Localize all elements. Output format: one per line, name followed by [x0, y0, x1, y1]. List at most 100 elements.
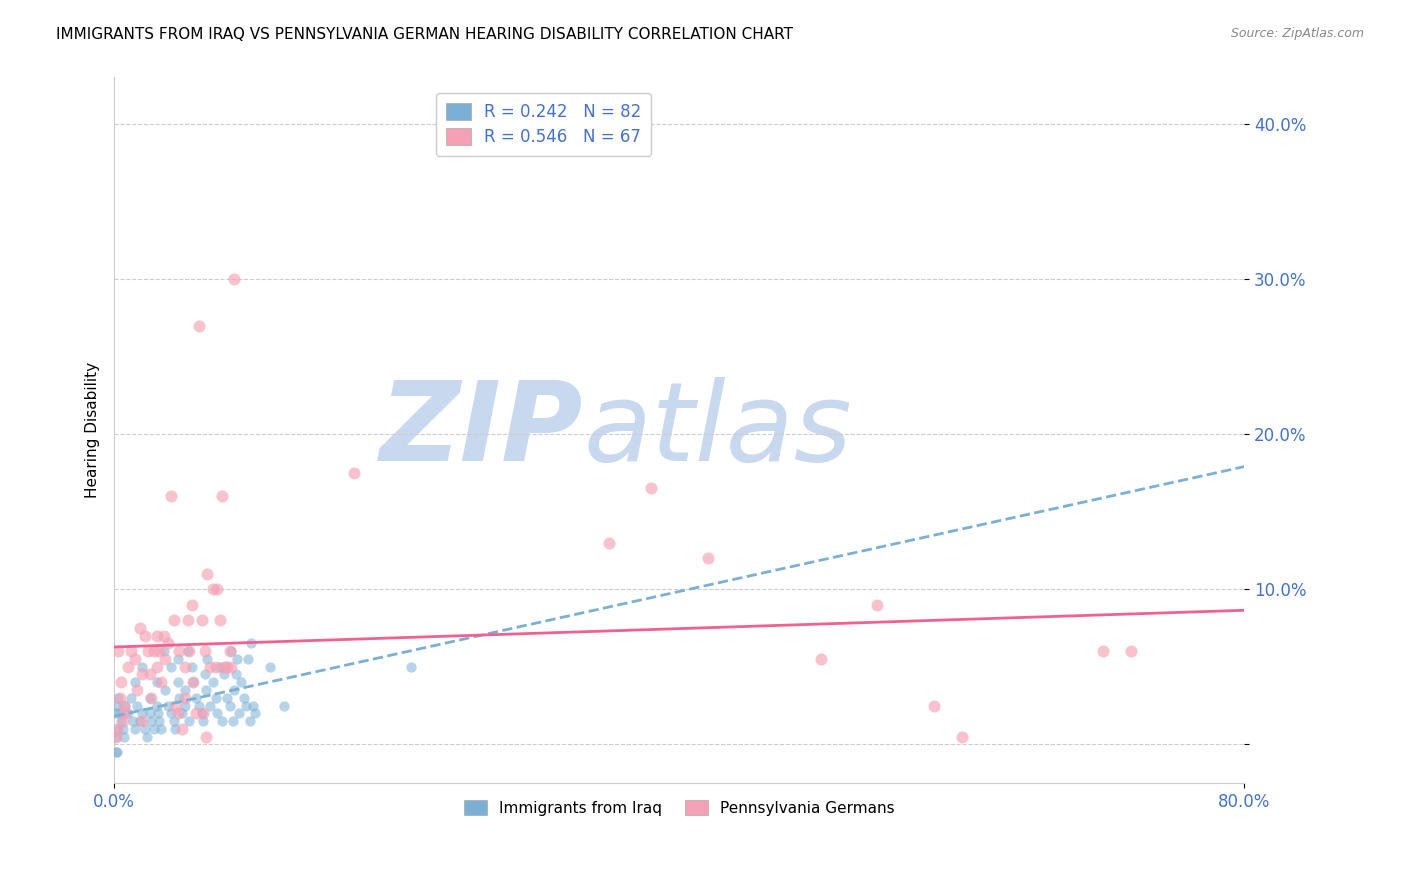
Point	[191, 706, 214, 721]
Point	[343, 466, 366, 480]
Point	[200, 698, 222, 713]
Point	[228, 706, 250, 721]
Point	[145, 659, 167, 673]
Point	[209, 659, 232, 673]
Point	[696, 551, 718, 566]
Point	[149, 722, 172, 736]
Point	[242, 698, 264, 713]
Point	[240, 636, 263, 650]
Point	[105, 722, 128, 736]
Point	[107, 644, 129, 658]
Point	[173, 690, 195, 705]
Point	[108, 706, 131, 721]
Point	[156, 698, 179, 713]
Point	[131, 706, 153, 721]
Point	[1092, 644, 1115, 658]
Point	[156, 636, 179, 650]
Point	[142, 644, 165, 658]
Point	[128, 621, 150, 635]
Point	[273, 698, 295, 713]
Point	[211, 714, 233, 728]
Point	[176, 644, 198, 658]
Point	[166, 706, 188, 721]
Point	[224, 272, 246, 286]
Point	[152, 644, 174, 658]
Point	[173, 698, 195, 713]
Point	[163, 698, 186, 713]
Point	[197, 566, 219, 581]
Point	[120, 690, 142, 705]
Point	[134, 722, 156, 736]
Point	[110, 675, 132, 690]
Point	[194, 667, 217, 681]
Point	[105, 745, 128, 759]
Point	[152, 629, 174, 643]
Point	[166, 675, 188, 690]
Point	[259, 659, 281, 673]
Point	[224, 683, 246, 698]
Legend: Immigrants from Iraq, Pennsylvania Germans: Immigrants from Iraq, Pennsylvania Germa…	[454, 790, 904, 825]
Point	[640, 482, 662, 496]
Point	[117, 659, 139, 673]
Point	[139, 714, 162, 728]
Point	[114, 698, 136, 713]
Point	[177, 644, 200, 658]
Point	[177, 714, 200, 728]
Point	[217, 690, 239, 705]
Point	[166, 652, 188, 666]
Point	[810, 652, 832, 666]
Point	[111, 722, 134, 736]
Point	[120, 644, 142, 658]
Point	[193, 706, 215, 721]
Point	[170, 706, 193, 721]
Point	[214, 667, 236, 681]
Point	[225, 667, 247, 681]
Point	[148, 714, 170, 728]
Point	[112, 730, 135, 744]
Point	[207, 582, 229, 597]
Point	[222, 714, 245, 728]
Point	[111, 714, 134, 728]
Y-axis label: Hearing Disability: Hearing Disability	[86, 362, 100, 499]
Point	[153, 683, 176, 698]
Point	[136, 644, 159, 658]
Text: IMMIGRANTS FROM IRAQ VS PENNSYLVANIA GERMAN HEARING DISABILITY CORRELATION CHART: IMMIGRANTS FROM IRAQ VS PENNSYLVANIA GER…	[56, 27, 793, 42]
Text: Source: ZipAtlas.com: Source: ZipAtlas.com	[1230, 27, 1364, 40]
Point	[146, 706, 169, 721]
Point	[145, 675, 167, 690]
Point	[104, 706, 127, 721]
Point	[139, 690, 162, 705]
Point	[104, 730, 127, 744]
Point	[231, 675, 253, 690]
Point	[125, 698, 148, 713]
Point	[233, 690, 256, 705]
Point	[121, 714, 143, 728]
Point	[167, 690, 190, 705]
Point	[162, 613, 184, 627]
Point	[184, 706, 207, 721]
Text: atlas: atlas	[583, 376, 852, 483]
Point	[922, 698, 945, 713]
Point	[105, 722, 128, 736]
Point	[219, 698, 242, 713]
Text: ZIP: ZIP	[380, 376, 583, 483]
Point	[181, 675, 204, 690]
Point	[217, 659, 239, 673]
Point	[104, 745, 127, 759]
Point	[193, 714, 215, 728]
Point	[148, 644, 170, 658]
Point	[112, 698, 135, 713]
Point	[239, 714, 262, 728]
Point	[219, 644, 242, 658]
Point	[214, 659, 236, 673]
Point	[105, 698, 128, 713]
Point	[173, 659, 195, 673]
Point	[124, 675, 146, 690]
Point	[399, 659, 422, 673]
Point	[124, 652, 146, 666]
Point	[159, 489, 181, 503]
Point	[138, 690, 160, 705]
Point	[866, 598, 889, 612]
Point	[131, 659, 153, 673]
Point	[209, 613, 232, 627]
